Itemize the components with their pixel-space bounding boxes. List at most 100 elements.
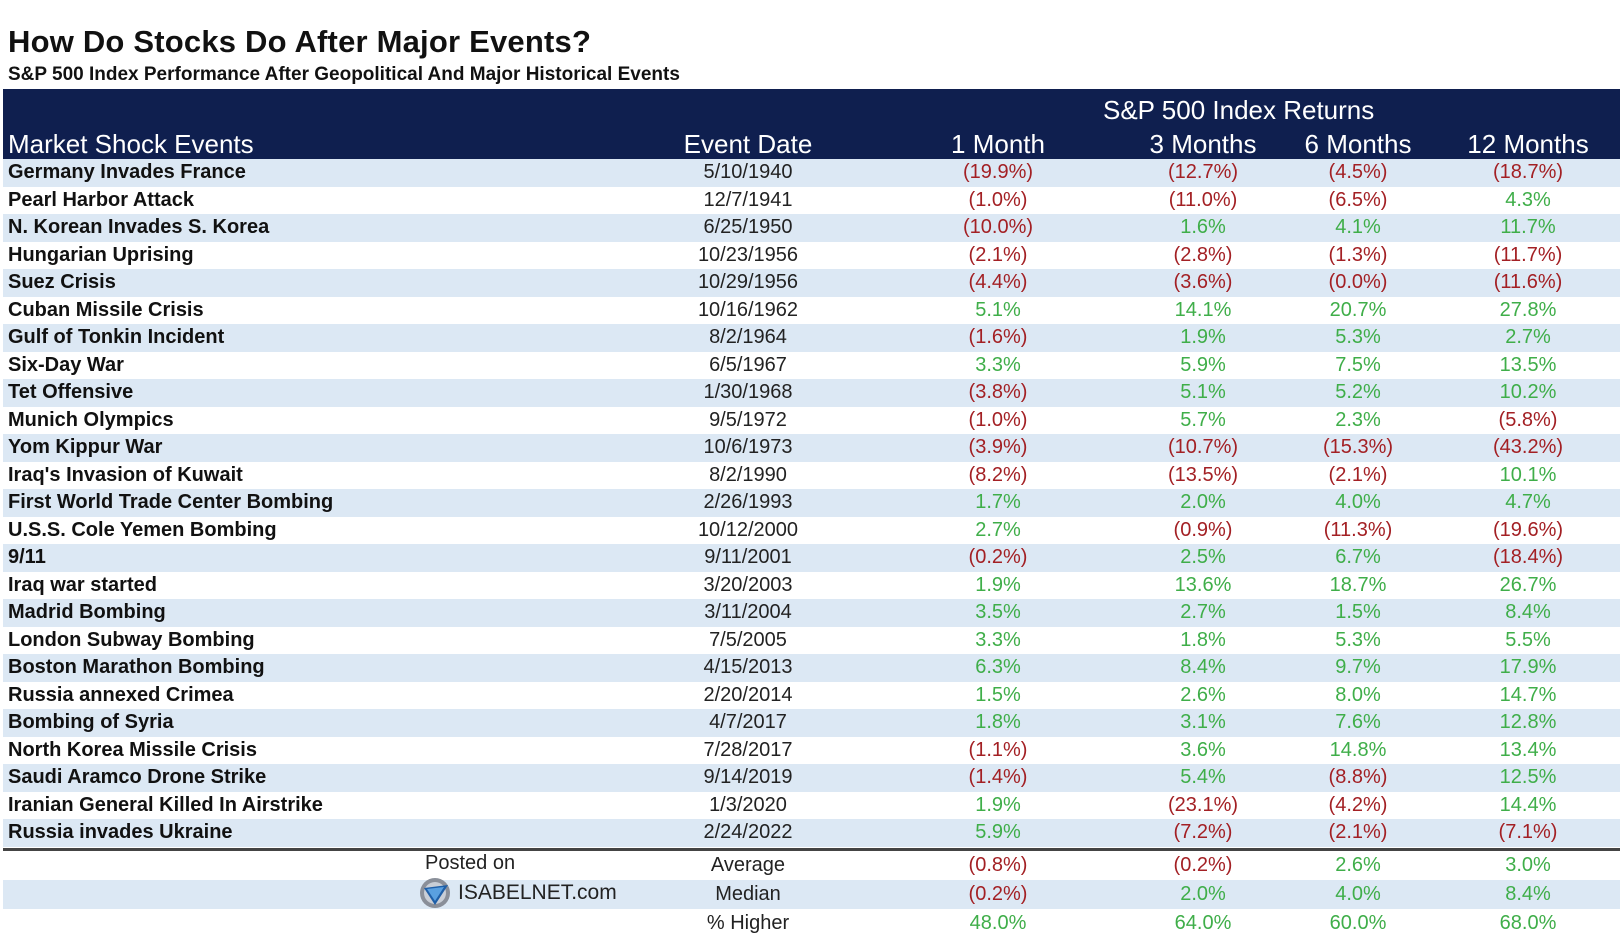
table-row: First World Trade Center Bombing 2/26/199… [3, 489, 1620, 517]
event-name-cell: Saudi Aramco Drone Strike [8, 766, 267, 788]
summary-label-cell: Average [710, 854, 786, 876]
table-row: Yom Kippur War 10/6/1973 (3.9%) (10.7%) (15.… [3, 434, 1620, 462]
event-name-cell: North Korea Missile Crisis [8, 738, 257, 761]
return-m12-cell: 13.4% [1499, 738, 1557, 761]
summary-divider [3, 848, 1620, 851]
summary-m12-cell: 8.4% [1505, 883, 1551, 905]
return-m12-cell: (7.1%) [1498, 821, 1558, 843]
return-m6-cell: 14.8% [1329, 738, 1387, 761]
return-m1-cell: 5.1% [975, 298, 1021, 321]
event-name-cell: Tet Offensive [8, 381, 134, 403]
return-m3-cell: (3.6%) [1173, 271, 1233, 293]
page-subtitle: S&P 500 Index Performance After Geopolit… [8, 64, 680, 85]
event-name-cell: Iraq's Invasion of Kuwait [8, 463, 243, 486]
event-name-cell: Iranian General Killed In Airstrike [8, 793, 323, 816]
header-event-col: Market Shock Events [8, 129, 254, 159]
return-m12-cell: 12.8% [1499, 711, 1557, 733]
return-m3-cell: 13.6% [1174, 573, 1232, 596]
table-row: Iranian General Killed In Airstrike 1/3/2… [3, 792, 1620, 820]
return-m6-cell: 6.7% [1335, 546, 1381, 568]
event-date-cell: 10/29/1956 [697, 271, 799, 293]
return-m3-cell: 2.6% [1180, 683, 1226, 706]
return-m3-cell: (10.7%) [1167, 436, 1239, 458]
return-m1-cell: 1.9% [975, 573, 1021, 596]
event-date-cell: 4/7/2017 [709, 711, 787, 733]
table-row: Russia invades Ukraine 2/24/2022 5.9% (7.2%… [3, 819, 1620, 847]
event-date-cell: 9/5/1972 [709, 408, 787, 431]
return-m1-cell: (1.4%) [968, 766, 1028, 788]
event-name-cell: Munich Olympics [8, 408, 174, 431]
event-date-cell: 7/28/2017 [703, 738, 793, 761]
brand-name: ISABELNET.com [458, 881, 617, 904]
table-row: Hungarian Uprising 10/23/1956 (2.1%) (2.8%)… [3, 242, 1620, 270]
return-m1-cell: 2.7% [975, 518, 1021, 541]
return-m3-cell: (7.2%) [1173, 821, 1233, 843]
event-name-cell: Germany Invades France [8, 161, 246, 183]
header-group-label: S&P 500 Index Returns [1103, 95, 1375, 125]
event-date-cell: 10/16/1962 [697, 298, 799, 321]
return-m1-cell: (1.0%) [968, 188, 1028, 211]
return-m12-cell: (5.8%) [1498, 408, 1558, 431]
table-row: Iraq war started 3/20/2003 1.9% 13.6% 18.7% 2… [3, 572, 1620, 600]
event-name-cell: 9/11 [8, 546, 46, 568]
return-m1-cell: (1.0%) [968, 408, 1028, 431]
return-m12-cell: (18.4%) [1492, 546, 1564, 568]
return-m12-cell: (19.6%) [1492, 518, 1564, 541]
return-m1-cell: 3.3% [975, 353, 1021, 376]
header-period-12m: 12 Months [1467, 129, 1589, 159]
return-m3-cell: 2.0% [1180, 491, 1226, 513]
table-header: S&P 500 Index Returns Market Shock Event… [3, 89, 1620, 159]
event-date-cell: 4/15/2013 [703, 656, 793, 678]
summary-m1-cell: (0.8%) [968, 854, 1028, 876]
return-m3-cell: 3.6% [1180, 738, 1226, 761]
return-m6-cell: (0.0%) [1328, 271, 1388, 293]
table-row: Madrid Bombing 3/11/2004 3.5% 2.7% 1.5% 8.4% [3, 599, 1620, 627]
summary-row: % Higher 48.0% 64.0% 60.0% 68.0% [3, 909, 1620, 938]
event-name-cell: Six-Day War [8, 353, 124, 376]
event-date-cell: 9/11/2001 [704, 546, 792, 568]
header-date-col: Event Date [683, 129, 813, 159]
event-name-cell: Russia invades Ukraine [8, 821, 233, 843]
return-m3-cell: (23.1%) [1167, 793, 1239, 816]
return-m6-cell: 7.5% [1335, 353, 1381, 376]
table-row: Germany Invades France 5/10/1940 (19.9%) (1… [3, 159, 1620, 187]
summary-m3-cell: 64.0% [1174, 912, 1232, 934]
return-m1-cell: 3.3% [975, 628, 1021, 651]
return-m6-cell: (2.1%) [1328, 463, 1388, 486]
summary-m1-cell: (0.2%) [968, 883, 1028, 905]
return-m12-cell: 13.5% [1499, 353, 1557, 376]
return-m12-cell: 5.5% [1505, 628, 1551, 651]
summary-m3-cell: (0.2%) [1173, 854, 1233, 876]
event-date-cell: 1/3/2020 [709, 793, 787, 816]
header-period-1m: 1 Month [951, 129, 1045, 159]
table-row: Bombing of Syria 4/7/2017 1.8% 3.1% 7.6% 12.8… [3, 709, 1620, 737]
summary-row: Average (0.8%) (0.2%) 2.6% 3.0% [3, 851, 1620, 880]
table-row: Iraq's Invasion of Kuwait 8/2/1990 (8.2%) (… [3, 462, 1620, 490]
table-row: North Korea Missile Crisis 7/28/2017 (1.1%… [3, 737, 1620, 765]
return-m1-cell: (3.8%) [968, 381, 1028, 403]
event-name-cell: Iraq war started [8, 573, 157, 596]
summary-m12-cell: 68.0% [1499, 912, 1557, 934]
return-m3-cell: 1.8% [1180, 628, 1226, 651]
return-m3-cell: 8.4% [1180, 656, 1226, 678]
event-date-cell: 10/6/1973 [703, 436, 793, 458]
event-date-cell: 5/10/1940 [703, 161, 793, 183]
return-m12-cell: (11.6%) [1493, 271, 1563, 293]
event-name-cell: Bombing of Syria [8, 711, 174, 733]
event-date-cell: 7/5/2005 [709, 628, 787, 651]
event-name-cell: Suez Crisis [8, 271, 116, 293]
event-date-cell: 9/14/2019 [703, 766, 793, 788]
summary-label-cell: Median [715, 883, 781, 905]
table-row: 9/11 9/11/2001 (0.2%) 2.5% 6.7% (18.4%) [3, 544, 1620, 572]
return-m12-cell: 10.2% [1499, 381, 1557, 403]
event-date-cell: 6/25/1950 [703, 216, 793, 238]
event-name-cell: Russia annexed Crimea [8, 683, 234, 706]
return-m3-cell: 5.1% [1180, 381, 1226, 403]
table-row: Munich Olympics 9/5/1972 (1.0%) 5.7% 2.3% (5.… [3, 407, 1620, 435]
event-name-cell: Pearl Harbor Attack [8, 188, 194, 211]
event-name-cell: Gulf of Tonkin Incident [8, 326, 225, 348]
header-period-3m: 3 Months [1149, 129, 1257, 159]
return-m12-cell: 26.7% [1499, 573, 1557, 596]
return-m12-cell: 17.9% [1499, 656, 1557, 678]
return-m12-cell: (11.7%) [1493, 243, 1563, 266]
